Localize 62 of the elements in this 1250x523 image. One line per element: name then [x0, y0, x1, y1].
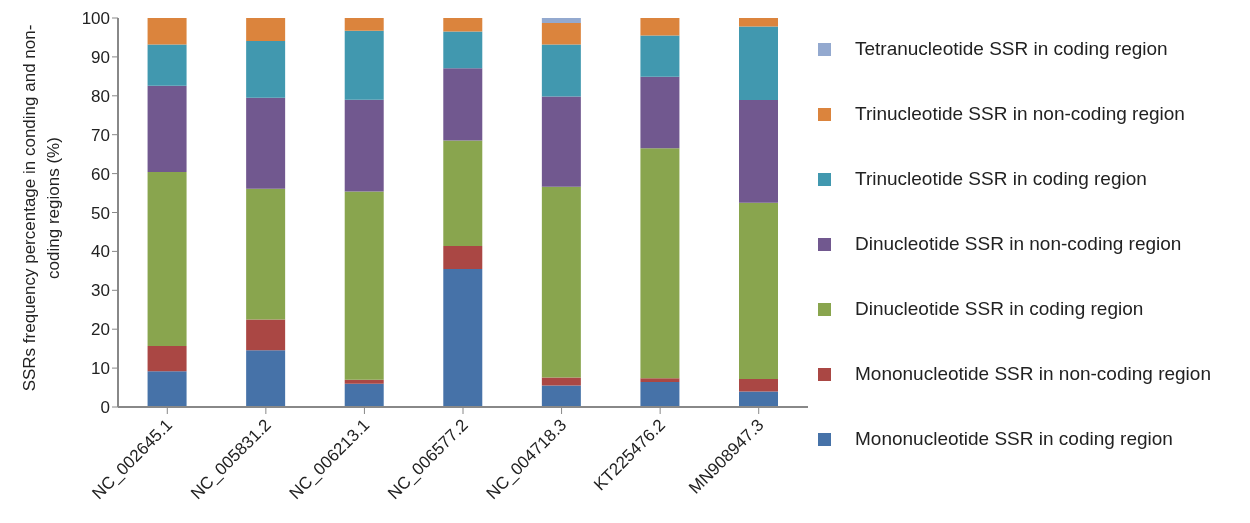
bar [541, 377, 581, 386]
bar [443, 245, 483, 269]
bar [541, 44, 581, 97]
bar [147, 44, 187, 86]
legend-label: Dinucleotide SSR in non-coding region [854, 233, 1183, 255]
y-tick-label: 30 [91, 281, 110, 301]
bar [443, 31, 483, 69]
bar [344, 379, 384, 384]
bar [739, 391, 778, 407]
bar [739, 378, 778, 392]
y-tick-label: 70 [91, 125, 110, 145]
bar [246, 97, 286, 189]
bar [147, 172, 187, 346]
bar [739, 18, 778, 27]
bar [246, 40, 286, 98]
bar [739, 100, 778, 203]
bar [344, 191, 384, 380]
y-tick-label: 20 [91, 320, 110, 340]
legend-label: Trinucleotide SSR in non-coding region [854, 103, 1186, 125]
bar [246, 319, 286, 351]
y-tick-label: 10 [91, 359, 110, 379]
bar [246, 18, 286, 41]
y-tick-label: 50 [91, 203, 110, 223]
bar [147, 85, 187, 173]
bar [443, 68, 483, 141]
bar [640, 18, 680, 36]
y-tick-label: 100 [81, 9, 110, 29]
bar [739, 26, 778, 101]
bar [147, 371, 187, 407]
y-tick-label: 60 [91, 164, 110, 184]
bar [147, 18, 187, 45]
legend-label: Trinucleotide SSR in coding region [854, 168, 1148, 190]
bar [443, 140, 483, 246]
bar [541, 385, 581, 407]
bar [344, 99, 384, 192]
bar [640, 148, 680, 379]
y-tick-label: 90 [91, 47, 110, 67]
y-tick-label: 40 [91, 242, 110, 262]
bar [147, 345, 187, 372]
bar [541, 23, 581, 45]
legend-label: Dinucleotide SSR in coding region [854, 298, 1145, 320]
bar [246, 350, 286, 407]
bar [640, 382, 680, 407]
bar [541, 186, 581, 378]
bar [246, 188, 286, 320]
y-axis-title: SSRs frequency percentage in conding and non-coding regions (%) [19, 23, 64, 394]
bar [344, 383, 384, 407]
y-tick-label: 0 [100, 398, 110, 418]
bar [344, 30, 384, 100]
bar [541, 96, 581, 187]
bar [541, 18, 581, 24]
bar [640, 378, 680, 383]
legend-label: Tetranucleotide SSR in coding region [854, 38, 1169, 60]
bar [443, 18, 483, 32]
bar [443, 268, 483, 407]
bar [344, 18, 384, 31]
bar [739, 202, 778, 379]
y-tick-label: 80 [91, 86, 110, 106]
bar [640, 35, 680, 77]
bar [640, 76, 680, 149]
legend-label: Mononucleotide SSR in coding region [854, 428, 1174, 450]
legend-label: Mononucleotide SSR in non-coding region [854, 363, 1211, 385]
